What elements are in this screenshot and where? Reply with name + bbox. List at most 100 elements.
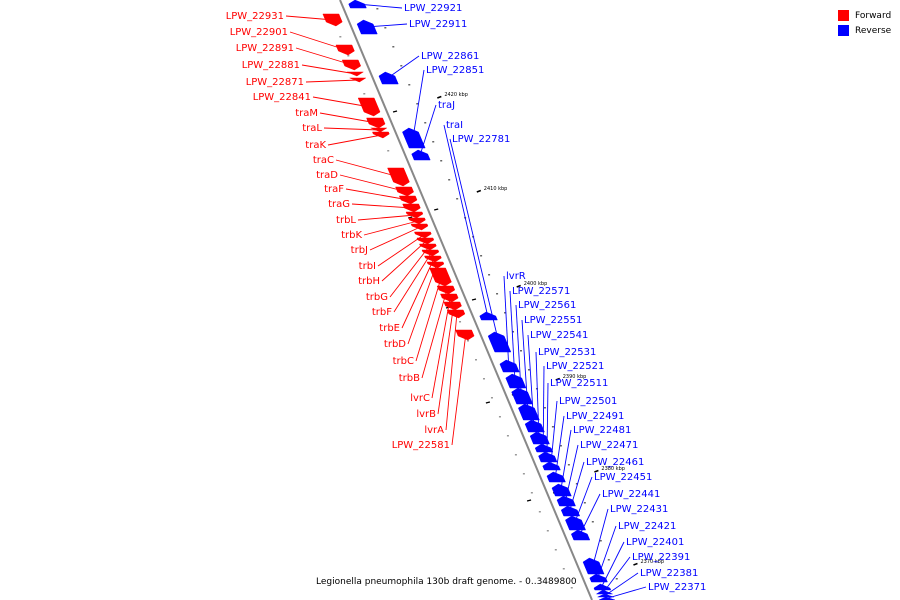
gene-label: LPW_22431	[610, 504, 668, 515]
gene-label: traD	[316, 170, 338, 181]
gene-label: traF	[324, 184, 344, 195]
leader-line	[509, 290, 516, 382]
scale-tick-label: 2400 kbp	[524, 281, 548, 287]
forward-gene	[414, 231, 432, 239]
scale-tick-label: 2420 kbp	[444, 92, 468, 98]
minor-tick	[434, 208, 439, 211]
scale-tick	[594, 469, 599, 473]
gene-label: LPW_22561	[518, 300, 576, 311]
leader-line	[415, 276, 442, 362]
position-dot	[496, 293, 499, 295]
gene-label: lvrR	[506, 271, 526, 282]
gene-label: LPW_22481	[573, 425, 631, 436]
position-dot	[376, 8, 379, 10]
forward-gene	[443, 301, 462, 311]
leader-line	[592, 508, 609, 567]
leader-line	[515, 304, 522, 397]
reverse-gene	[505, 373, 527, 389]
legend: Forward Reverse	[838, 8, 891, 38]
gene-label: LPW_22921	[404, 3, 462, 14]
leader-line	[339, 174, 406, 192]
gene-label: trbC	[393, 356, 414, 367]
position-dot	[424, 122, 427, 124]
reverse-gene	[487, 331, 512, 353]
reverse-swatch	[838, 25, 849, 36]
gene-label: LPW_22571	[512, 286, 570, 297]
reverse-gene	[402, 127, 426, 149]
leader-line	[443, 124, 489, 317]
forward-swatch	[838, 10, 849, 21]
gene-label: traJ	[438, 100, 455, 111]
gene-label: trbG	[366, 292, 388, 303]
leader-line	[356, 3, 403, 9]
leader-line	[449, 138, 500, 343]
gene-label: LPW_22871	[246, 77, 304, 88]
leader-line	[437, 305, 454, 415]
position-dot	[599, 540, 602, 542]
gene-label: LPW_22581	[392, 440, 450, 451]
leader-line	[445, 313, 458, 431]
legend-reverse: Reverse	[838, 23, 891, 38]
leader-line	[366, 23, 408, 28]
gene-label: trbF	[372, 307, 392, 318]
minor-tick	[526, 499, 532, 502]
scale-tick	[437, 95, 442, 99]
position-dot	[575, 483, 578, 485]
position-dot	[551, 426, 554, 428]
leader-line	[527, 334, 535, 427]
gene-label: LPW_22491	[566, 411, 624, 422]
leader-line	[419, 104, 437, 156]
gene-label: LPW_22381	[640, 568, 698, 579]
position-dot	[554, 549, 557, 551]
leader-line	[319, 112, 377, 124]
scale-tick	[633, 562, 638, 566]
gene-label: LPW_22441	[602, 489, 660, 500]
gene-label: traG	[328, 199, 350, 210]
gene-label: trbE	[379, 323, 400, 334]
position-dot	[387, 150, 390, 152]
reverse-gene	[411, 149, 431, 161]
leader-line	[301, 64, 357, 75]
gene-label: traK	[305, 140, 326, 151]
gene-label: LPW_22891	[236, 43, 294, 54]
leader-line	[554, 415, 565, 478]
gene-label: LPW_22401	[626, 537, 684, 548]
gene-label: LPW_22461	[586, 457, 644, 468]
leader-line	[312, 96, 371, 108]
reverse-gene	[511, 387, 534, 405]
position-dot	[400, 65, 403, 67]
gene-label: LPW_22421	[618, 521, 676, 532]
position-dot	[591, 521, 594, 523]
reverse-gene	[546, 471, 566, 483]
gene-label: LPW_22371	[648, 582, 706, 593]
minor-tick	[471, 298, 477, 301]
position-dot	[408, 84, 411, 86]
position-dot	[384, 27, 387, 29]
leader-line	[407, 264, 437, 345]
reverse-gene	[534, 443, 554, 453]
position-dot	[559, 445, 562, 447]
reverse-gene	[589, 573, 608, 583]
scale-tick-label: 2390 kbp	[563, 374, 587, 380]
position-dot	[339, 36, 342, 38]
genome-backbone	[339, 0, 593, 600]
forward-gene	[436, 285, 456, 295]
leader-line	[542, 365, 545, 449]
position-dot	[498, 416, 501, 418]
leader-line	[601, 541, 625, 588]
gene-label: LPW_22911	[409, 19, 467, 30]
minor-tick	[392, 110, 398, 113]
gene-label: traI	[446, 120, 463, 131]
leader-line	[327, 134, 382, 146]
position-dot	[583, 502, 586, 504]
leader-line	[569, 461, 585, 512]
reverse-gene	[499, 359, 520, 373]
position-dot	[490, 397, 493, 399]
leader-line	[345, 188, 410, 201]
position-dot	[522, 473, 525, 475]
gene-label: LPW_22551	[524, 315, 582, 326]
gene-label: LPW_22501	[559, 396, 617, 407]
gene-label: traM	[295, 108, 318, 119]
gene-label: LPW_22881	[242, 60, 300, 71]
